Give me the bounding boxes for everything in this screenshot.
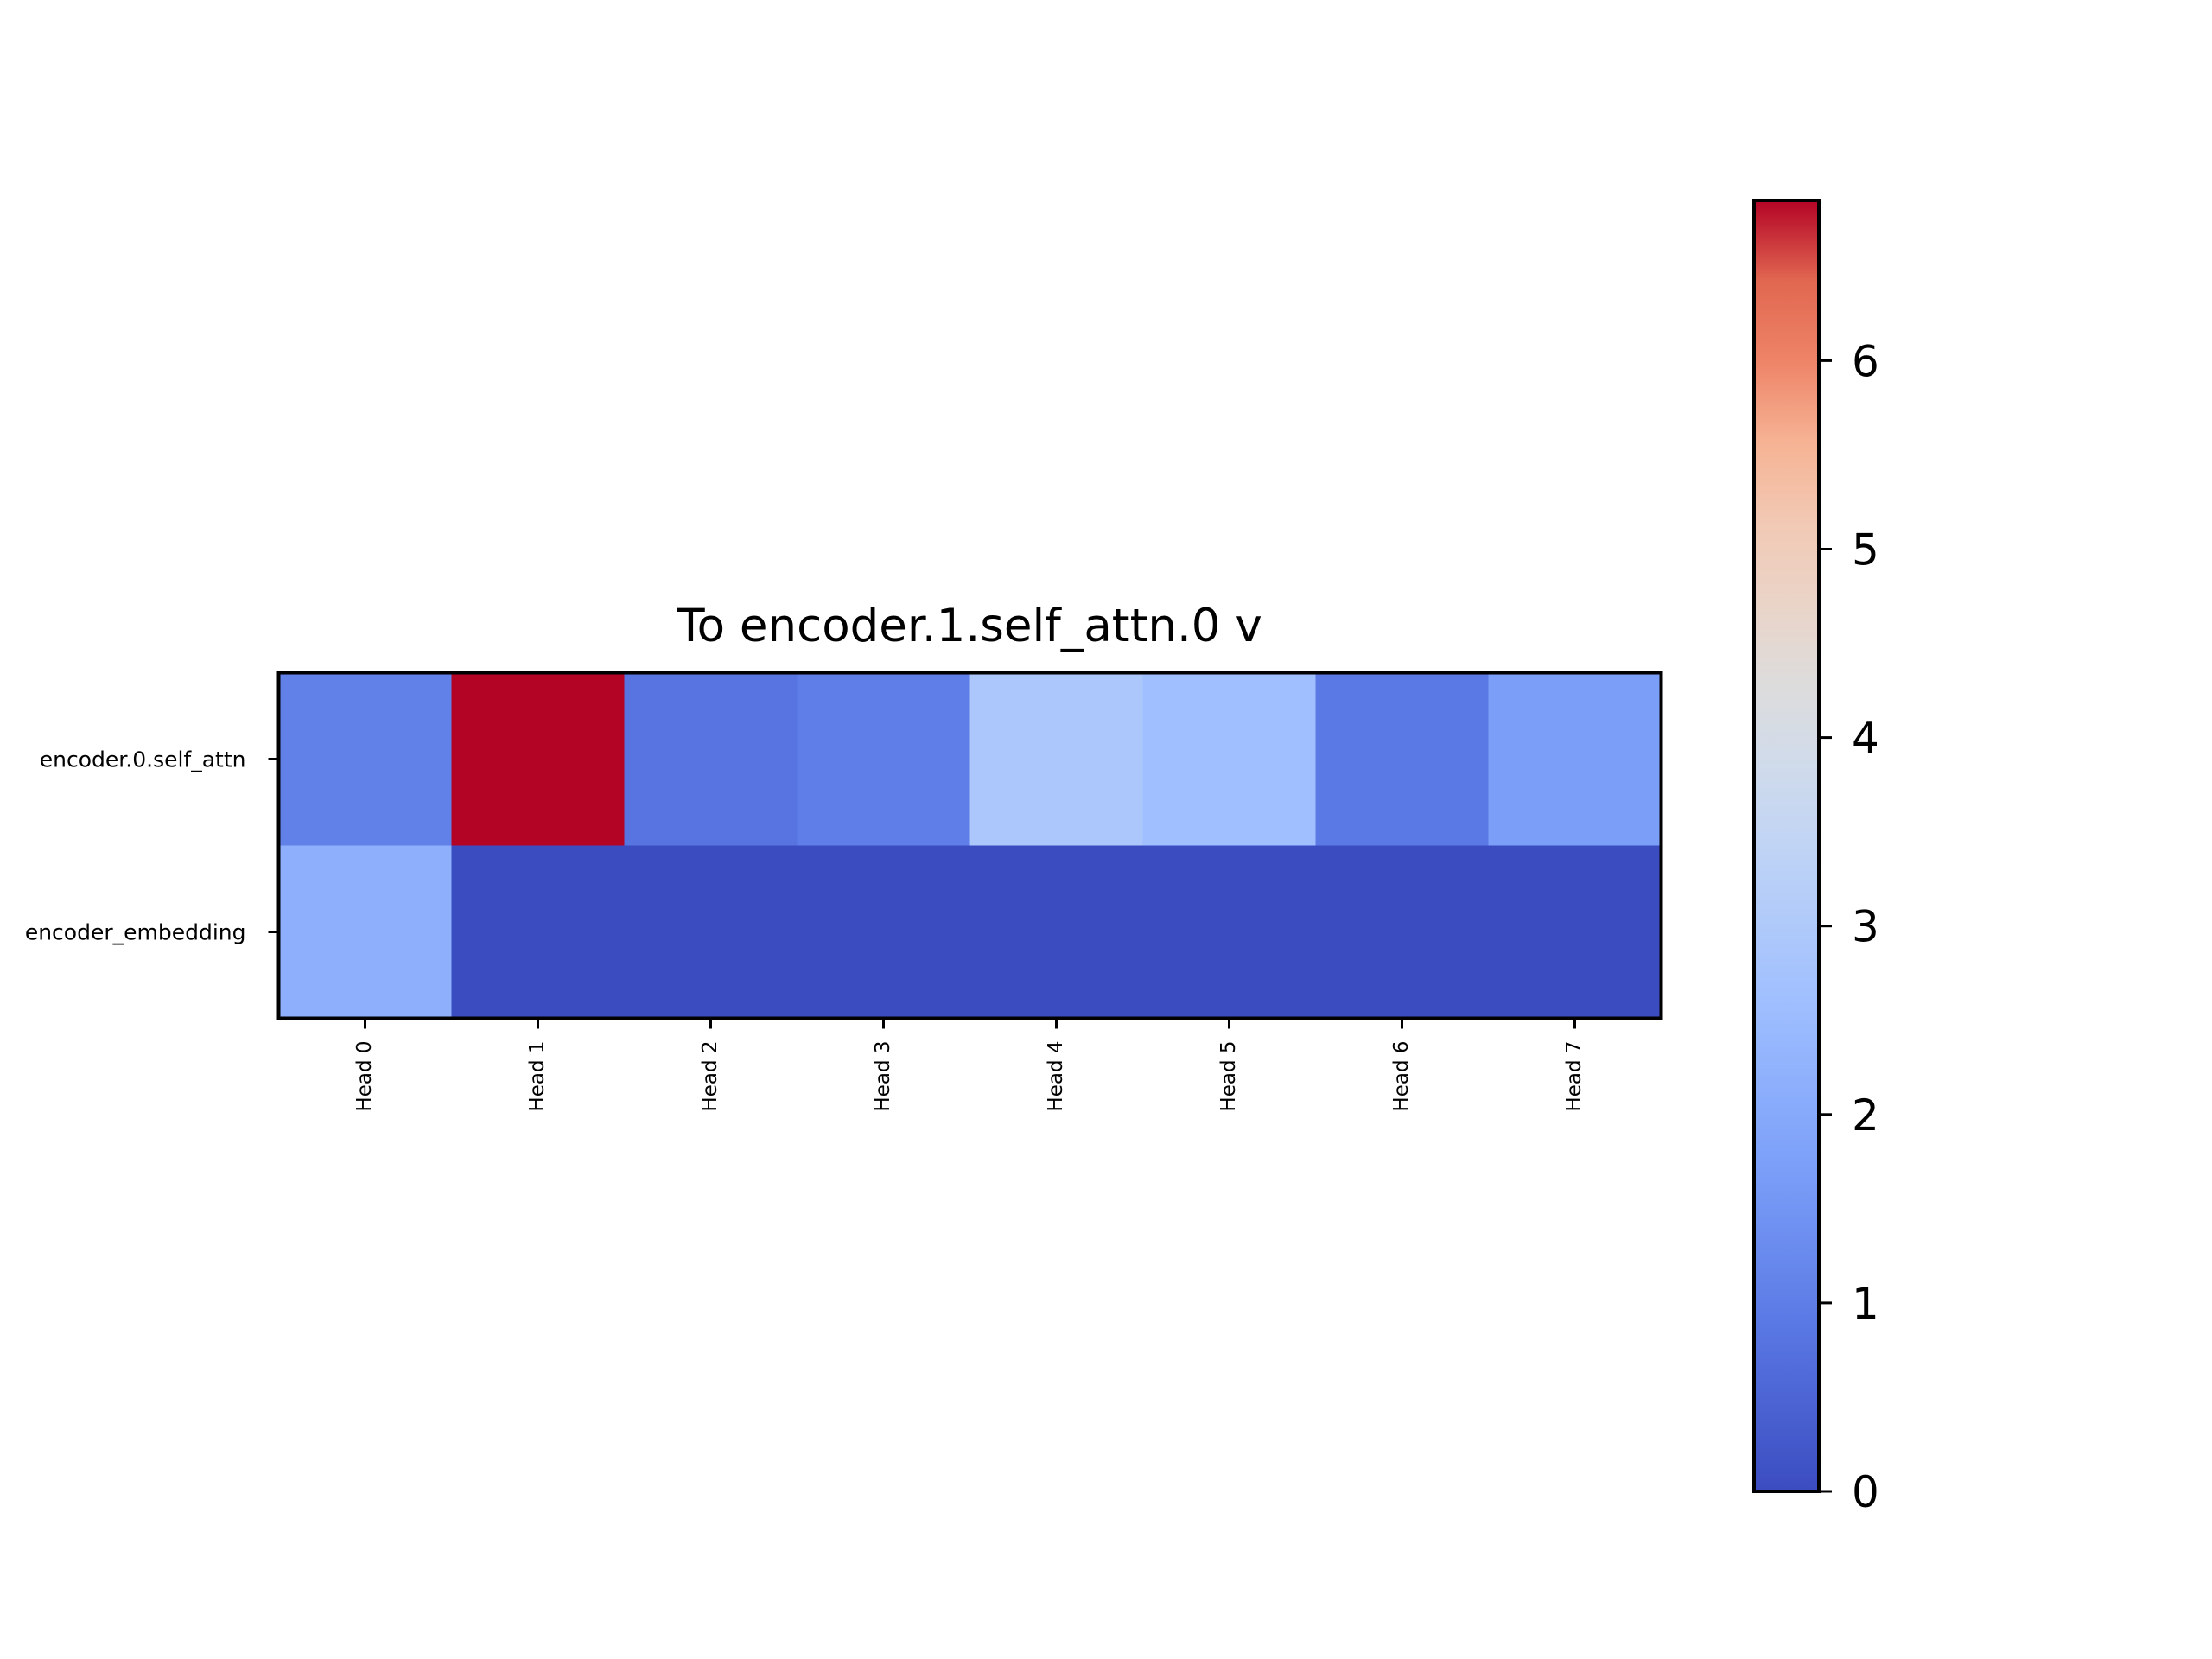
heatmap-cell	[797, 845, 970, 1019]
x-tick-label: Head 5	[1217, 1041, 1240, 1112]
heatmap-cell	[278, 845, 452, 1019]
x-tick-label: Head 6	[1390, 1041, 1413, 1112]
y-tick-label: encoder.0.self_attn	[40, 747, 246, 772]
y-axis-ticks: encoder.0.self_attn encoder_embedding	[25, 747, 279, 945]
heatmap-cell	[797, 672, 970, 846]
x-tick-label: Head 4	[1045, 1041, 1067, 1112]
heatmap-cell	[1315, 672, 1489, 846]
x-tick-label: Head 0	[353, 1041, 376, 1112]
colorbar-tick-label: 5	[1852, 524, 1879, 575]
colorbar-tick-label: 2	[1852, 1090, 1879, 1141]
heatmap-cell	[1142, 672, 1316, 846]
heatmap-cell	[278, 672, 452, 846]
colorbar	[1752, 199, 1821, 1493]
chart-title: To encoder.1.self_attn.0 v	[676, 600, 1262, 652]
heatmap-cell	[1488, 672, 1662, 846]
y-tick-label: encoder_embedding	[25, 920, 246, 945]
x-tick-label: Head 1	[526, 1041, 549, 1112]
heatmap-cell	[1142, 845, 1316, 1019]
heatmap-cell	[1315, 845, 1489, 1019]
colorbar-ticks: 0 1 2 3 4 5 6	[1819, 336, 1879, 1517]
heatmap-cell	[451, 672, 625, 846]
heatmap-cell	[1488, 845, 1662, 1019]
colorbar-tick-label: 3	[1852, 902, 1879, 952]
heatmap-cells	[278, 672, 1662, 1019]
colorbar-tick-label: 6	[1852, 336, 1879, 386]
colorbar-tick-label: 0	[1852, 1467, 1879, 1517]
x-tick-label: Head 7	[1563, 1041, 1586, 1112]
heatmap-cell	[624, 845, 798, 1019]
x-axis-ticks: Head 0 Head 1 Head 2 Head 3 Head 4 Head 5 Head…	[353, 1018, 1586, 1112]
heatmap-frame	[276, 671, 1663, 1020]
heatmap-cell	[624, 672, 798, 846]
heatmap-cell	[451, 845, 625, 1019]
x-tick-label: Head 3	[872, 1041, 894, 1112]
heatmap-cell	[969, 672, 1143, 846]
colorbar-tick-label: 4	[1852, 714, 1879, 764]
colorbar-tick-label: 1	[1852, 1279, 1879, 1329]
heatmap-cell	[969, 845, 1143, 1019]
x-tick-label: Head 2	[699, 1041, 721, 1112]
